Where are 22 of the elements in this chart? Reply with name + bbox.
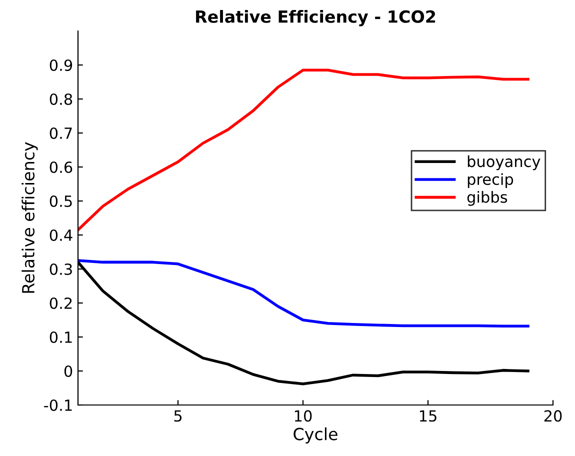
x-tick-label: 20 [544, 410, 562, 422]
y-tick-label: 0 [64, 365, 72, 378]
y-tick-label: 0.6 [50, 161, 72, 174]
line-series [78, 259, 530, 328]
legend-label: buoyancy [468, 155, 540, 170]
y-axis-title: Relative efficiency [22, 142, 38, 293]
x-tick-label: 5 [174, 410, 182, 422]
y-tick-label: 0.2 [50, 297, 72, 310]
chart-title: Relative Efficiency - 1CO2 [196, 10, 436, 26]
y-tick-label: 0.4 [50, 229, 72, 242]
legend-label: precip [468, 173, 514, 188]
y-tick-label: 0.5 [50, 195, 72, 208]
y-tick-label: -0.1 [44, 399, 72, 412]
y-tick-label: 0.8 [50, 93, 72, 106]
x-tick-label: 10 [294, 410, 312, 422]
y-tick-label: 0.9 [50, 59, 72, 72]
x-axis-title: Cycle [294, 427, 338, 444]
y-tick-label: 0.7 [50, 127, 72, 140]
legend-label: gibbs [467, 191, 508, 206]
x-tick-label: 15 [420, 410, 436, 422]
y-tick-label: 0.3 [50, 263, 72, 276]
y-tick-label: 0.1 [50, 331, 72, 344]
